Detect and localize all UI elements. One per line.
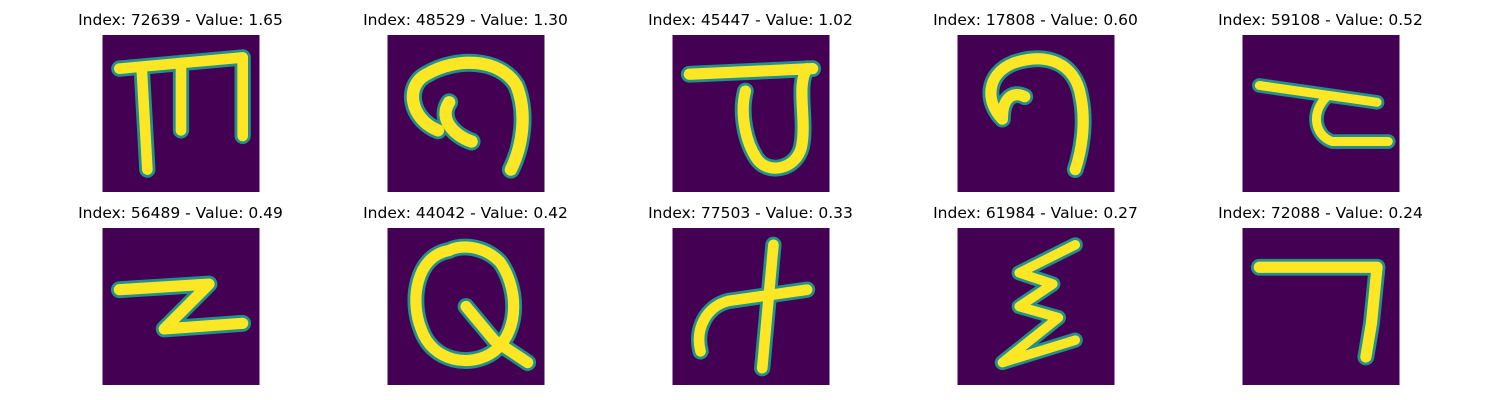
panel-9: Index: 61984 - Value: 0.27 [893,193,1178,385]
panel-title: Index: 45447 - Value: 1.02 [648,11,853,29]
panel-title: Index: 61984 - Value: 0.27 [933,204,1138,222]
panel-1: Index: 72639 - Value: 1.65 [38,0,323,192]
panel-3: Index: 45447 - Value: 1.02 [608,0,893,192]
glyph-image-t-like [1242,35,1400,192]
glyph-image-hook-b [957,35,1115,192]
panel-7: Index: 44042 - Value: 0.42 [323,193,608,385]
panel-5: Index: 59108 - Value: 0.52 [1178,0,1463,192]
panel-2: Index: 48529 - Value: 1.30 [323,0,608,192]
panel-title: Index: 17808 - Value: 0.60 [933,11,1138,29]
glyph-image-seven [1242,228,1400,385]
glyph-image-epsilon [957,228,1115,385]
panel-title: Index: 48529 - Value: 1.30 [363,11,568,29]
glyph-image-z [102,228,260,385]
panel-title: Index: 59108 - Value: 0.52 [1218,11,1423,29]
panel-title: Index: 72639 - Value: 1.65 [78,11,283,29]
panel-title: Index: 72088 - Value: 0.24 [1218,204,1423,222]
panel-title: Index: 44042 - Value: 0.42 [363,204,568,222]
panel-8: Index: 77503 - Value: 0.33 [608,193,893,385]
panel-title: Index: 77503 - Value: 0.33 [648,204,853,222]
glyph-image-m [102,35,260,192]
glyph-image-cross [672,228,830,385]
glyph-image-hook-a [387,35,545,192]
panel-10: Index: 72088 - Value: 0.24 [1178,193,1463,385]
panel-4: Index: 17808 - Value: 0.60 [893,0,1178,192]
glyph-image-loop-a [672,35,830,192]
panel-title: Index: 56489 - Value: 0.49 [78,204,283,222]
panel-6: Index: 56489 - Value: 0.49 [38,193,323,385]
glyph-image-q [387,228,545,385]
